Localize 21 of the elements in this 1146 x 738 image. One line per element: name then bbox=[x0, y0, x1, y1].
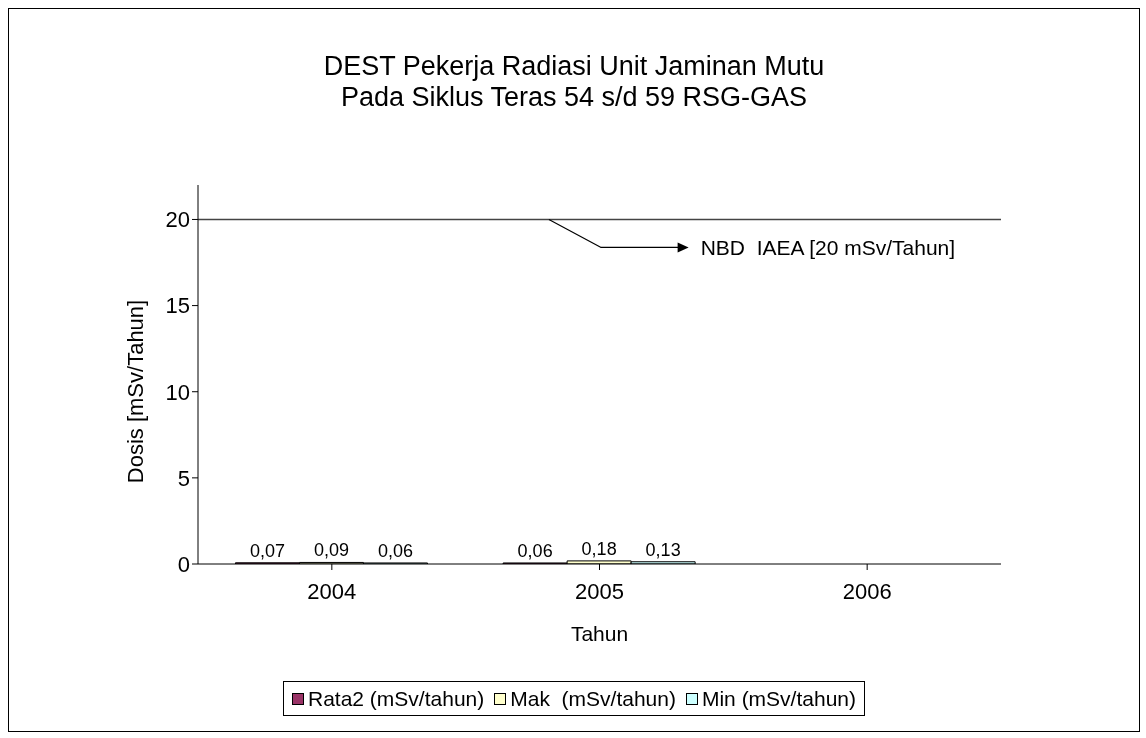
y-tick-label: 10 bbox=[165, 379, 190, 405]
data-label: 0,07 bbox=[249, 540, 285, 561]
data-label: 0,06 bbox=[517, 540, 553, 561]
y-tick-label: 20 bbox=[165, 207, 190, 233]
legend-label: Rata2 (mSv/tahun) bbox=[307, 687, 485, 711]
chart-title: DEST Pekerja Radiasi Unit Jaminan Mutu Pada Siklus Teras 54 s/d 59 RSG-GAS bbox=[322, 51, 826, 113]
data-label: 0,06 bbox=[377, 540, 413, 561]
data-label: 0,13 bbox=[645, 539, 681, 560]
x-axis-title: Tahun bbox=[570, 622, 629, 645]
data-label: 0,09 bbox=[313, 540, 349, 561]
x-tick-label: 2006 bbox=[842, 578, 892, 604]
data-label: 0,18 bbox=[581, 538, 617, 559]
x-tick-label: 2004 bbox=[307, 578, 357, 604]
ref-line-label: NBD IAEA [20 mSv/Tahun] bbox=[700, 235, 956, 259]
y-tick-label: 0 bbox=[177, 551, 190, 577]
y-tick-label: 15 bbox=[165, 293, 190, 319]
y-tick-label: 5 bbox=[177, 465, 190, 491]
legend-label: Min (mSv/tahun) bbox=[701, 687, 856, 711]
y-axis-title: Dosis [mSv/Tahun] bbox=[122, 299, 148, 484]
x-tick-label: 2005 bbox=[575, 578, 624, 604]
legend-label: Mak (mSv/tahun) bbox=[510, 687, 676, 711]
